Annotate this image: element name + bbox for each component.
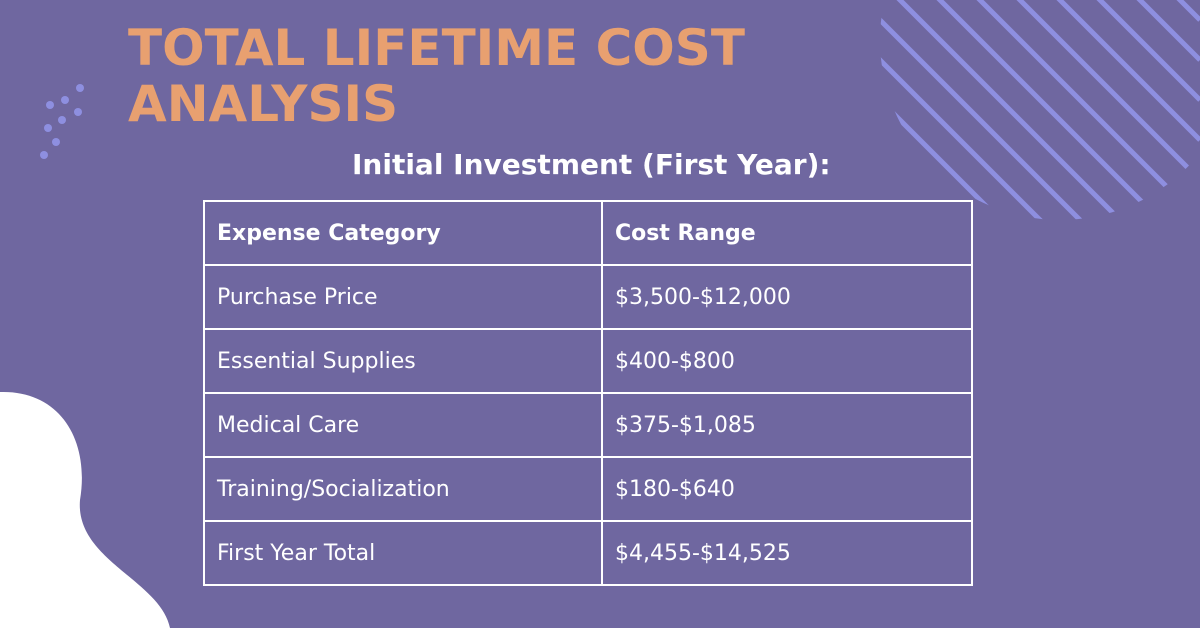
table-cell: $3,500-$12,000 [601, 264, 973, 330]
table-cell: $4,455-$14,525 [601, 520, 973, 586]
cost-table: Expense Category Cost Range Purchase Price… [203, 200, 973, 586]
table-cell: Training/Socialization [203, 456, 603, 522]
title: TOTAL LIFETIME COST ANALYSIS [128, 19, 745, 133]
table-row: Training/Socialization $180-$640 [203, 456, 973, 522]
column-header: Expense Category [203, 200, 603, 266]
table-cell: $400-$800 [601, 328, 973, 394]
table-cell: Medical Care [203, 392, 603, 458]
table-cell: Purchase Price [203, 264, 603, 330]
subtitle: Initial Investment (First Year): [352, 148, 831, 181]
table-cell: $375-$1,085 [601, 392, 973, 458]
table-row: Medical Care $375-$1,085 [203, 392, 973, 458]
table-cell: First Year Total [203, 520, 603, 586]
table-row: First Year Total $4,455-$14,525 [203, 520, 973, 586]
table-row: Essential Supplies $400-$800 [203, 328, 973, 394]
table-cell: Essential Supplies [203, 328, 603, 394]
column-header: Cost Range [601, 200, 973, 266]
table-cell: $180-$640 [601, 456, 973, 522]
table-row: Purchase Price $3,500-$12,000 [203, 264, 973, 330]
